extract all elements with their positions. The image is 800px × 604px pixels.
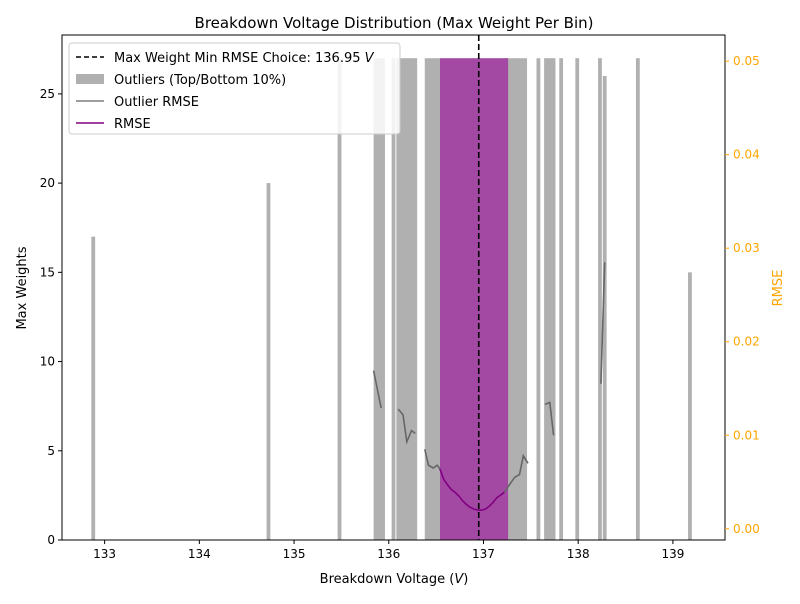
x-tick-label-3: 136: [377, 547, 400, 561]
legend-label-rmse: RMSE: [114, 117, 151, 132]
y2-axis-label: RMSE: [771, 270, 786, 307]
x-axis-label: Breakdown Voltage (V): [320, 572, 469, 587]
y-tick-label-5: 25: [40, 87, 55, 101]
y2-tick-label-3: 0.03: [733, 241, 760, 255]
outlier-bar-15: [688, 272, 692, 540]
y-tick-label-3: 15: [40, 265, 55, 279]
outlier-bar-10: [559, 58, 563, 540]
y2-tick-label-4: 0.04: [733, 148, 760, 162]
y-tick-label-0: 0: [47, 533, 55, 547]
outlier-bar-12: [598, 58, 602, 540]
outlier-bar-8: [537, 58, 541, 540]
y-tick-label-4: 20: [40, 176, 55, 190]
y2-tick-label-2: 0.02: [733, 335, 760, 349]
x-tick-label-1: 134: [188, 547, 211, 561]
legend-label-choice: Max Weight Min RMSE Choice: 136.95 V: [114, 51, 375, 66]
legend-outlier-swatch: [76, 74, 104, 84]
x-tick-label-0: 133: [93, 547, 116, 561]
y-tick-label-2: 10: [40, 355, 55, 369]
y2-tick-label-5: 0.05: [733, 54, 760, 68]
x-tick-label-5: 138: [567, 547, 590, 561]
main-bar-0: [440, 58, 508, 540]
x-axis-label-suffix: ): [463, 572, 468, 587]
y2-tick-label-1: 0.01: [733, 428, 760, 442]
outlier-bar-7: [506, 58, 527, 540]
outlier-bar-9: [544, 58, 555, 540]
outlier-bar-14: [636, 58, 640, 540]
x-tick-label-6: 139: [661, 547, 684, 561]
x-tick-label-2: 135: [283, 547, 306, 561]
legend-label-outliers: Outliers (Top/Bottom 10%): [114, 73, 286, 88]
x-tick-label-4: 137: [472, 547, 495, 561]
y-tick-label-1: 5: [47, 444, 55, 458]
chart-title: Breakdown Voltage Distribution (Max Weig…: [195, 14, 594, 32]
outlier-bar-0: [91, 237, 95, 540]
legend-label-outlier-rmse: Outlier RMSE: [114, 95, 199, 110]
outlier-bar-1: [267, 183, 271, 540]
y-axis-label: Max Weights: [15, 246, 30, 329]
legend: Max Weight Min RMSE Choice: 136.95 V Out…: [69, 43, 400, 134]
legend-label-choice-unit: V: [365, 51, 375, 66]
y2-tick-label-0: 0.00: [733, 522, 760, 536]
x-axis-label-prefix: Breakdown Voltage (: [320, 572, 455, 587]
outlier-bar-11: [575, 58, 579, 540]
legend-label-choice-text: Max Weight Min RMSE Choice: 136.95: [114, 51, 365, 66]
